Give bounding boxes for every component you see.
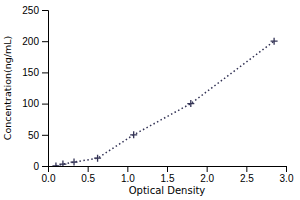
axis-line	[42, 11, 49, 167]
tick-mark	[167, 166, 168, 172]
axis-line	[49, 167, 287, 173]
tick-mark	[127, 166, 128, 172]
tick: 2.0	[200, 166, 214, 184]
tick-label: 200	[22, 36, 39, 47]
tick: 250	[22, 5, 48, 16]
tick-label: 1.0	[121, 173, 135, 184]
y-axis-title: Concentration(ng/mL)	[2, 36, 13, 140]
tick-mark	[42, 166, 48, 167]
marker	[271, 38, 278, 45]
tick: 0.0	[42, 166, 56, 184]
tick-label: 100	[22, 98, 39, 109]
tick-mark	[286, 166, 287, 172]
tick-mark	[42, 10, 48, 11]
tick-label: 0.0	[42, 173, 56, 184]
x-axis-title: Optical Density	[129, 185, 206, 196]
marker	[52, 163, 59, 167]
tick-label: 2.5	[240, 173, 254, 184]
plot: 0.0 0.5 1.0 1.5 2.0 2.5 3.0 0 50 100 150 200 250	[22, 5, 294, 184]
marker	[187, 100, 194, 107]
tick-label: 50	[28, 130, 40, 141]
tick-mark	[42, 72, 48, 73]
tick: 150	[22, 67, 48, 78]
tick: 0	[33, 161, 48, 172]
marker	[94, 155, 101, 162]
y-axis: 0 50 100 150 200 250	[22, 5, 48, 172]
marker	[130, 131, 137, 138]
marker	[71, 159, 78, 166]
tick: 1.5	[161, 166, 175, 184]
tick-mark	[207, 166, 208, 172]
tick: 2.5	[240, 166, 254, 184]
tick-label: 0	[33, 161, 39, 172]
chart: 0.0 0.5 1.0 1.5 2.0 2.5 3.0 0 50 100 150 200 250 Opti…	[0, 0, 300, 200]
tick-mark	[42, 104, 48, 105]
tick-mark	[246, 166, 247, 172]
tick: 100	[22, 98, 48, 109]
tick-label: 3.0	[280, 173, 294, 184]
tick-mark	[88, 166, 89, 172]
tick-label: 0.5	[81, 173, 95, 184]
marks	[52, 38, 277, 166]
tick-mark	[42, 41, 48, 42]
tick-mark	[42, 135, 48, 136]
tick: 1.0	[121, 166, 135, 184]
tick-label: 2.0	[200, 173, 214, 184]
tick-label: 1.5	[161, 173, 175, 184]
tick-label: 150	[22, 67, 39, 78]
tick: 3.0	[280, 166, 294, 184]
tick: 200	[22, 36, 48, 47]
line	[56, 41, 274, 166]
tick: 0.5	[81, 166, 95, 184]
x-axis: 0.0 0.5 1.0 1.5 2.0 2.5 3.0	[42, 166, 294, 184]
marker	[59, 161, 66, 166]
tick: 50	[28, 130, 48, 141]
tick-label: 250	[22, 5, 39, 16]
